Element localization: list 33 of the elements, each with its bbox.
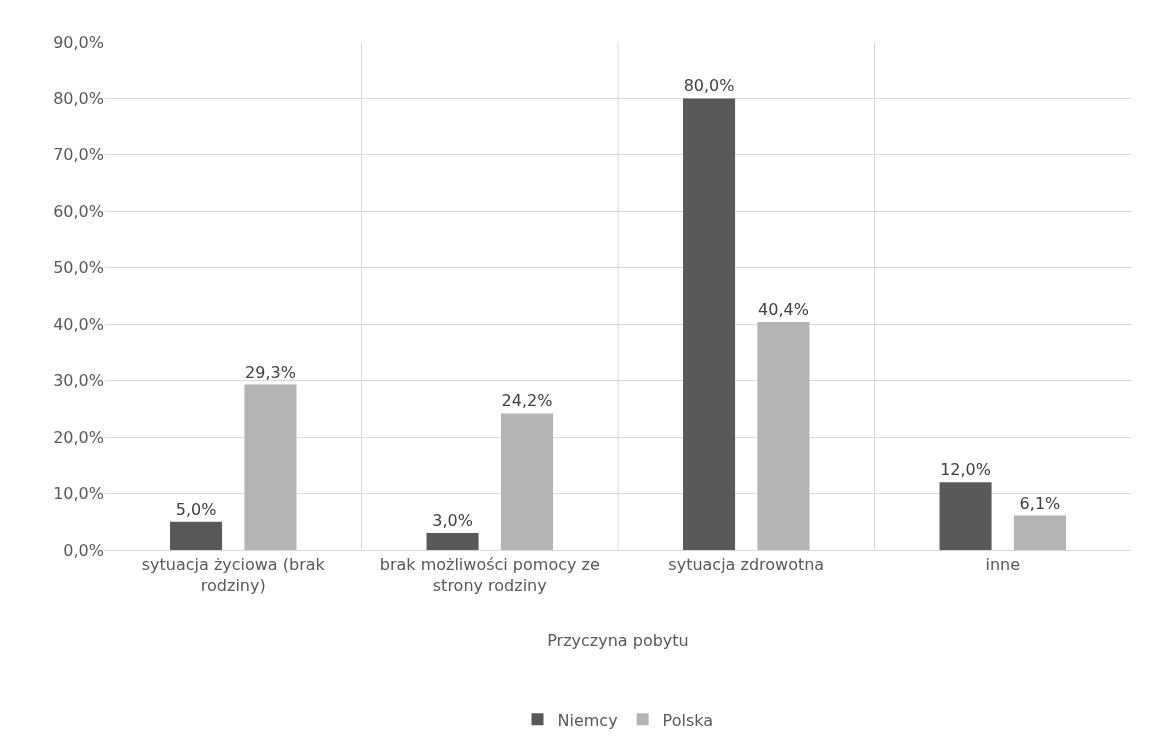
data-label: 6,1% (1019, 493, 1061, 513)
data-label: 5,0% (175, 499, 217, 519)
legend-label: Polska (662, 710, 714, 730)
y-tick-label: 40,0% (53, 314, 104, 334)
bar (757, 321, 810, 550)
data-label: 12,0% (940, 460, 991, 480)
y-tick-label: 90,0% (53, 32, 104, 52)
x-tick-label: inne (985, 555, 1021, 575)
y-tick-label: 50,0% (53, 258, 104, 278)
bar (426, 533, 479, 550)
y-tick-label: 20,0% (53, 427, 104, 447)
bar (500, 413, 553, 550)
y-tick-label: 0,0% (63, 540, 104, 560)
x-tick-label: sytuacja zdrowotna (668, 555, 825, 575)
data-label: 29,3% (245, 362, 296, 382)
y-tick-label: 80,0% (53, 89, 104, 109)
bar (939, 482, 992, 550)
bar (244, 384, 297, 550)
bar (170, 521, 223, 550)
data-label: 80,0% (683, 76, 735, 96)
legend-label: Niemcy (557, 710, 618, 730)
data-label: 24,2% (501, 391, 553, 411)
x-tick-label: brak możliwości pomocy ze strony rodziny (379, 555, 600, 595)
y-tick-label: 70,0% (53, 145, 104, 165)
y-tick-label: 30,0% (53, 371, 104, 391)
data-label: 40,4% (758, 299, 809, 319)
x-tick-label: sytuacja życiowa (brak rodziny) (141, 555, 326, 595)
bar (1013, 515, 1066, 550)
y-tick-label: 10,0% (53, 484, 104, 504)
x-axis-title: Przyczyna pobytu (547, 630, 689, 650)
bar (683, 98, 736, 550)
data-label: 3,0% (432, 511, 473, 531)
y-tick-label: 60,0% (53, 201, 104, 221)
